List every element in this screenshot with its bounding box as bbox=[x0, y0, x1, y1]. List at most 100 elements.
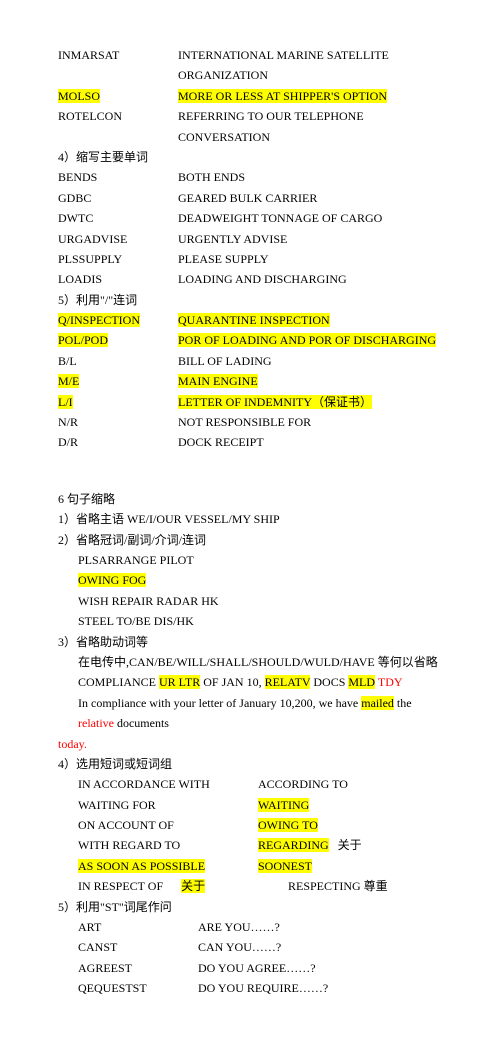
r: CAN YOU……? bbox=[198, 937, 442, 957]
row-nr: N/RNOT RESPONSIBLE FOR bbox=[58, 412, 442, 432]
def: REFERRING TO OUR TELEPHONE CONVERSATION bbox=[178, 106, 442, 147]
def: NOT RESPONSIBLE FOR bbox=[178, 412, 442, 432]
abbr: Q/INSPECTION bbox=[58, 313, 140, 327]
l: ON ACCOUNT OF bbox=[78, 815, 258, 835]
l: QEQUESTST bbox=[58, 978, 198, 998]
def: MORE OR LESS AT SHIPPER'S OPTION bbox=[178, 89, 387, 103]
l: ART bbox=[58, 917, 198, 937]
row-molso: MOLSO MORE OR LESS AT SHIPPER'S OPTION bbox=[58, 86, 442, 106]
row-dwtc: DWTCDEADWEIGHT TONNAGE OF CARGO bbox=[58, 208, 442, 228]
phrase-row: WAITING FORWAITING bbox=[58, 795, 442, 815]
st-row: AGREESTDO YOU AGREE……? bbox=[58, 958, 442, 978]
e: 关于 bbox=[338, 838, 362, 852]
l: AGREEST bbox=[58, 958, 198, 978]
def: GEARED BULK CARRIER bbox=[178, 188, 442, 208]
item-1: 1）省略主语 WE/I/OUR VESSEL/MY SHIP bbox=[58, 509, 442, 529]
t: relative bbox=[78, 716, 114, 730]
phrase-row: WITH REGARD TOREGARDING 关于 bbox=[58, 835, 442, 855]
phrase-row: IN RESPECT OF 关于 RESPECTING 尊重 bbox=[58, 876, 442, 896]
abbr: N/R bbox=[58, 412, 178, 432]
def: DOCK RECEIPT bbox=[178, 432, 442, 452]
item-2c: WISH REPAIR RADAR HK bbox=[58, 591, 442, 611]
abbr: BENDS bbox=[58, 167, 178, 187]
abbr: INMARSAT bbox=[58, 45, 178, 86]
t: 关于 bbox=[181, 879, 205, 893]
r: SOONEST bbox=[258, 859, 312, 873]
phrase-row: AS SOON AS POSSIBLESOONEST bbox=[58, 856, 442, 876]
def: MAIN ENGINE bbox=[178, 374, 258, 388]
t: UR LTR bbox=[159, 675, 200, 689]
abbr: LOADIS bbox=[58, 269, 178, 289]
t: OF JAN 10, bbox=[200, 675, 264, 689]
def: BILL OF LADING bbox=[178, 351, 442, 371]
abbr: D/R bbox=[58, 432, 178, 452]
abbr: MOLSO bbox=[58, 89, 100, 103]
def: URGENTLY ADVISE bbox=[178, 229, 442, 249]
st-row: CANSTCAN YOU……? bbox=[58, 937, 442, 957]
l: CANST bbox=[58, 937, 198, 957]
row-gdbc: GDBCGEARED BULK CARRIER bbox=[58, 188, 442, 208]
abbr: GDBC bbox=[58, 188, 178, 208]
item-2: 2）省略冠词/副词/介词/连词 bbox=[58, 530, 442, 550]
t: TDY bbox=[378, 675, 403, 689]
t: In compliance with your letter of Januar… bbox=[78, 696, 361, 710]
abbr: URGADVISE bbox=[58, 229, 178, 249]
abbr: POL/POD bbox=[58, 333, 108, 347]
r: DO YOU REQUIRE……? bbox=[198, 978, 442, 998]
item-2a: PLSARRANGE PILOT bbox=[58, 550, 442, 570]
l: WITH REGARD TO bbox=[78, 835, 258, 855]
row-li: L/I LETTER OF INDEMNITY（保证书） bbox=[58, 392, 442, 412]
heading-5: 5）利用"/"连词 bbox=[58, 290, 442, 310]
item-3: 3）省略助动词等 bbox=[58, 632, 442, 652]
t: documents bbox=[114, 716, 169, 730]
item-3b: COMPLIANCE UR LTR OF JAN 10, RELATV DOCS… bbox=[58, 672, 442, 692]
heading-6: 6 句子缩略 bbox=[58, 489, 442, 509]
abbr: B/L bbox=[58, 351, 178, 371]
def: PLEASE SUPPLY bbox=[178, 249, 442, 269]
l: IN ACCORDANCE WITH bbox=[78, 774, 258, 794]
row-loadis: LOADISLOADING AND DISCHARGING bbox=[58, 269, 442, 289]
row-bends: BENDSBOTH ENDS bbox=[58, 167, 442, 187]
r: ACCORDING TO bbox=[258, 774, 442, 794]
l: WAITING FOR bbox=[78, 795, 258, 815]
item-4: 4）选用短词或短词组 bbox=[58, 754, 442, 774]
def: INTERNATIONAL MARINE SATELLITE ORGANIZAT… bbox=[178, 45, 442, 86]
t: RELATV bbox=[265, 675, 311, 689]
abbr: DWTC bbox=[58, 208, 178, 228]
abbr: PLSSUPPLY bbox=[58, 249, 178, 269]
def: BOTH ENDS bbox=[178, 167, 442, 187]
item-3c: In compliance with your letter of Januar… bbox=[58, 693, 442, 734]
item-2d: STEEL TO/BE DIS/HK bbox=[58, 611, 442, 631]
r: WAITING bbox=[258, 798, 309, 812]
row-me: M/EMAIN ENGINE bbox=[58, 371, 442, 391]
r: REGARDING bbox=[258, 838, 329, 852]
item-3c-today: today. bbox=[58, 734, 442, 754]
t: DOCS bbox=[310, 675, 348, 689]
row-polpod: POL/POD POR OF LOADING AND POR OF DISCHAR… bbox=[58, 330, 442, 350]
def: DEADWEIGHT TONNAGE OF CARGO bbox=[178, 208, 442, 228]
t: mailed bbox=[361, 696, 394, 710]
row-qinspection: Q/INSPECTION QUARANTINE INSPECTION bbox=[58, 310, 442, 330]
t: IN RESPECT OF bbox=[78, 879, 163, 893]
phrase-row: IN ACCORDANCE WITHACCORDING TO bbox=[58, 774, 442, 794]
st-row: ARTARE YOU……? bbox=[58, 917, 442, 937]
abbr: L/I bbox=[58, 395, 73, 409]
heading-4: 4）缩写主要单词 bbox=[58, 147, 442, 167]
def: POR OF LOADING AND POR OF DISCHARGING bbox=[178, 333, 436, 347]
t: COMPLIANCE bbox=[78, 675, 159, 689]
abbr: ROTELCON bbox=[58, 106, 178, 147]
row-plssupply: PLSSUPPLYPLEASE SUPPLY bbox=[58, 249, 442, 269]
row-dr: D/RDOCK RECEIPT bbox=[58, 432, 442, 452]
def: LETTER OF INDEMNITY（保证书） bbox=[178, 395, 372, 409]
item-3a: 在电传中,CAN/BE/WILL/SHALL/SHOULD/WULD/HAVE … bbox=[58, 652, 442, 672]
row-inmarsat: INMARSATINTERNATIONAL MARINE SATELLITE O… bbox=[58, 45, 442, 86]
r: RESPECTING 尊重 bbox=[258, 876, 442, 896]
row-urgadvise: URGADVISEURGENTLY ADVISE bbox=[58, 229, 442, 249]
item-5: 5）利用"ST"词尾作问 bbox=[58, 897, 442, 917]
st-row: QEQUESTSTDO YOU REQUIRE……? bbox=[58, 978, 442, 998]
t: MLD bbox=[348, 675, 375, 689]
row-rotelcon: ROTELCONREFERRING TO OUR TELEPHONE CONVE… bbox=[58, 106, 442, 147]
def: LOADING AND DISCHARGING bbox=[178, 269, 442, 289]
t: the bbox=[394, 696, 412, 710]
def: QUARANTINE INSPECTION bbox=[178, 313, 330, 327]
